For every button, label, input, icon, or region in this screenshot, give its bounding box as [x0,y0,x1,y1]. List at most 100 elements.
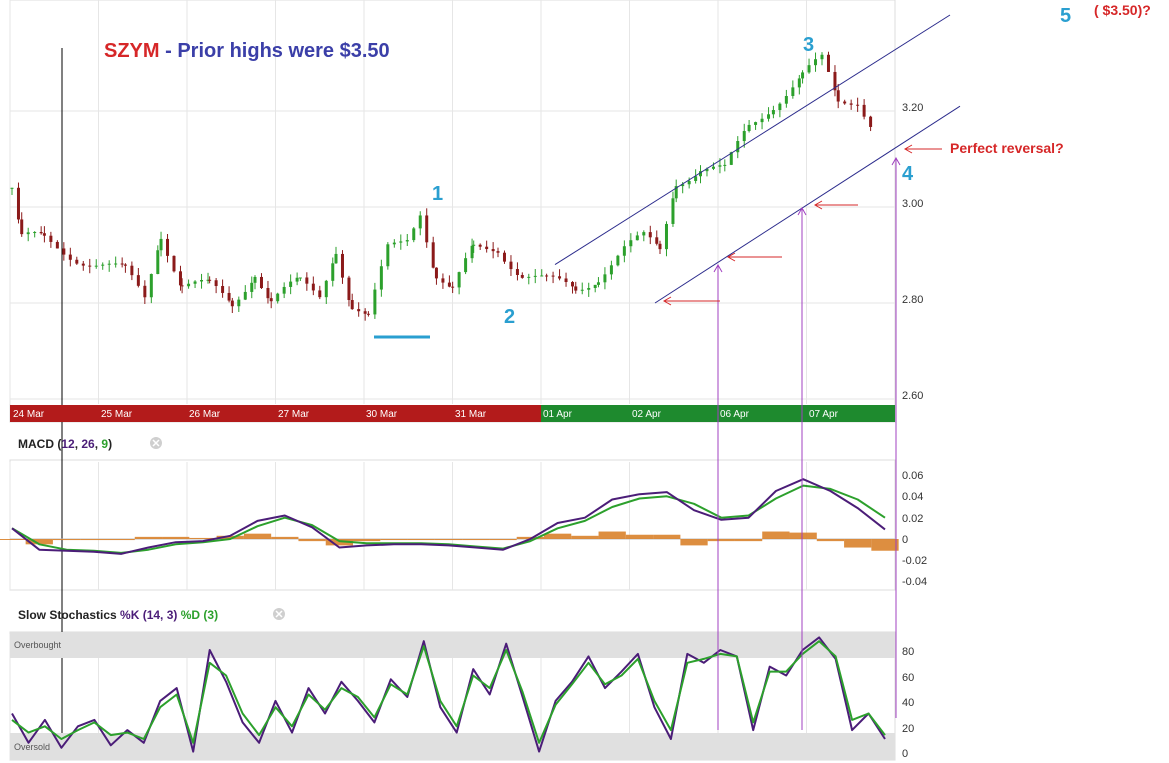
macd-line [11,478,886,555]
macd-histogram-bar [325,539,354,546]
candle-body [166,238,170,256]
candle-body [593,284,597,288]
overbought-zone [10,632,895,658]
macd-histogram-bar [762,531,790,539]
date-label: 26 Mar [189,409,221,420]
candle-body [33,232,37,234]
macd-sep-1: , [75,437,82,451]
candle-body [318,290,322,298]
candle-body [791,87,795,97]
macd-histogram-bar [434,539,463,541]
macd-histogram-bar [489,539,517,541]
candle-body [616,255,620,266]
candle-body [826,54,830,72]
candle-body [298,277,302,279]
candle-body [101,264,105,266]
candle-body [193,281,197,284]
candle-body [434,267,438,279]
candle-body [509,261,513,270]
candle-body [208,279,212,281]
macd-param-signal: 9 [101,437,108,451]
candle-body [366,313,370,315]
candle-body [88,265,92,267]
candle-body [441,278,445,283]
candle-body [629,240,633,247]
date-label: 01 Apr [543,409,573,420]
close-icon-cross [275,610,283,618]
candle-body [221,286,225,293]
candle-body [580,289,584,291]
candle-body [62,248,66,255]
arrow-head [813,200,823,210]
candle-body [20,219,24,235]
wave-label-2: 2 [504,306,515,328]
date-labels: 24 Mar 25 Mar 26 Mar 27 Mar 30 Mar 31 Ma… [13,409,839,420]
wave-label-4: 4 [902,163,914,185]
candle-body [425,215,429,243]
candle-body [718,165,722,167]
candle-body [622,246,626,256]
macd-histogram-bar [0,539,26,540]
guide-arrowhead [713,263,723,273]
candle-body [399,241,403,243]
candle-body [681,184,685,187]
candle-body [664,223,668,250]
candle-body [564,278,568,283]
candle-body [178,271,182,286]
wave-label-5: 5 [1060,5,1071,27]
date-label: 31 Mar [455,409,487,420]
candle-body [237,299,241,307]
stoch-d-label: %D (3) [181,608,218,622]
candle-body [123,264,127,266]
candle-body [742,131,746,142]
date-label: 27 Mar [278,409,310,420]
candle-body [496,251,500,253]
candle-body [68,254,72,260]
candle-body [130,265,134,276]
candle-body [856,104,860,106]
macd-tick-label: 0.06 [902,470,923,482]
candle-body [671,198,675,224]
candle-body [760,118,764,123]
candle-body [156,250,160,274]
date-band-segment [629,405,718,422]
candle-body [94,265,98,267]
candle-body [243,291,247,300]
macd-param-fast: 12 [61,437,75,451]
macd-open-paren: ( [54,437,61,451]
candle-body [533,275,537,277]
candle-body [311,283,315,291]
candle-body [609,265,613,275]
macd-tick-label: 0 [902,534,908,546]
channel-upper-line [554,14,951,266]
candle-body [250,282,254,292]
candle-body [418,215,422,229]
candle-body [350,300,354,310]
guide-lines [713,156,901,730]
candle-body [227,292,231,301]
macd-close-button[interactable] [150,437,162,449]
target-annotation: ( $3.50)? [1094,2,1151,18]
candlestick-series [10,51,873,321]
stoch-name: Slow Stochastics [18,608,117,622]
date-label: 07 Apr [809,409,839,420]
candle-body [149,273,153,298]
macd-histogram-bar [871,539,899,551]
candle-body [784,96,788,104]
arrow-head [903,144,913,154]
macd-histogram-bar [80,539,108,541]
macd-histogram-bar [380,539,408,541]
macd-signal-line [11,484,886,554]
candle-body [603,274,607,283]
candle-body [405,240,409,242]
candle-body [289,281,293,287]
macd-tick-label: -0.04 [902,576,927,588]
stoch-close-button[interactable] [273,608,285,620]
macd-histogram-bar [271,536,299,539]
stoch-label: Slow Stochastics %K (14, 3) %D (3) [18,608,218,622]
candle-body [520,274,524,278]
candle-body [571,282,575,287]
candle-body [711,166,715,169]
candle-body [42,233,46,236]
macd-histogram-bar [162,536,190,539]
